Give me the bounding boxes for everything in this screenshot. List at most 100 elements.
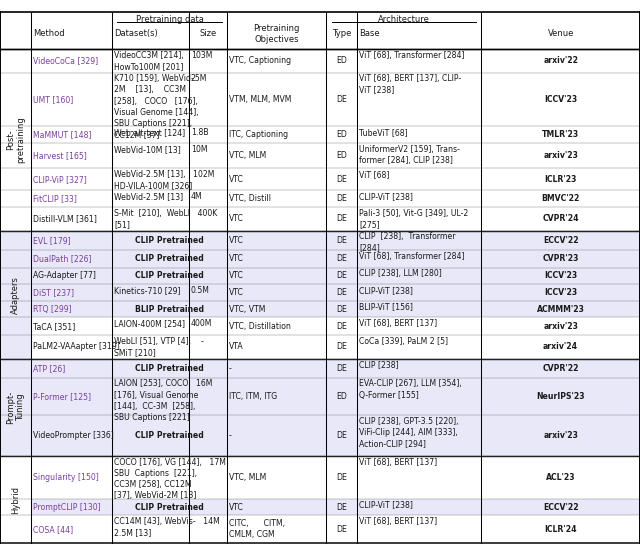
Text: VTC: VTC: [229, 254, 244, 263]
Text: ED: ED: [337, 56, 347, 66]
Text: Pretraining data: Pretraining data: [136, 15, 204, 23]
Bar: [31, 250, 640, 268]
Bar: [31, 456, 640, 499]
Text: CLIP Pretrained: CLIP Pretrained: [135, 254, 204, 263]
Bar: [31, 207, 640, 230]
Text: DualPath [226]: DualPath [226]: [33, 254, 91, 263]
Text: FitCLIP [33]: FitCLIP [33]: [33, 194, 77, 203]
Text: BMVC'22: BMVC'22: [541, 194, 580, 203]
Text: VTC: VTC: [229, 175, 244, 184]
Text: DE: DE: [337, 175, 347, 184]
Text: PaLM2-VAAapter [319]: PaLM2-VAAapter [319]: [33, 342, 120, 351]
Text: VTC: VTC: [229, 215, 244, 223]
Text: 1.8B: 1.8B: [191, 128, 209, 137]
Text: ED: ED: [337, 130, 347, 139]
Text: UniformerV2 [159], Trans-
former [284], CLIP [238]: UniformerV2 [159], Trans- former [284], …: [359, 145, 460, 165]
Text: DE: DE: [337, 236, 347, 245]
Text: -: -: [229, 431, 232, 440]
Text: DE: DE: [337, 271, 347, 280]
Text: arxiv'23: arxiv'23: [543, 431, 578, 440]
Text: Base: Base: [359, 29, 380, 38]
Text: CVPR'22: CVPR'22: [542, 364, 579, 373]
Text: COCO [176], VG [144],   17M
SBU  Captions  [221],
CC3M [258], CC12M
[37], WebVid: COCO [176], VG [144], 17M SBU Captions […: [114, 458, 226, 500]
Text: VTC: VTC: [229, 288, 244, 297]
Text: ITC, ITM, ITG: ITC, ITM, ITG: [229, 392, 277, 401]
Text: ViT [68], BERT [137]: ViT [68], BERT [137]: [359, 458, 437, 467]
Text: DE: DE: [337, 215, 347, 223]
Text: LAION-400M [254]: LAION-400M [254]: [114, 319, 185, 328]
Text: DE: DE: [337, 305, 347, 313]
Bar: [31, 515, 640, 543]
Text: CITC,      CITM,
CMLM, CGM: CITC, CITM, CMLM, CGM: [229, 519, 285, 539]
Text: ViT [68], Transformer [284]: ViT [68], Transformer [284]: [359, 51, 465, 60]
Text: VTC, Distill: VTC, Distill: [229, 194, 271, 203]
Text: ECCV'22: ECCV'22: [543, 236, 579, 245]
Text: S-Mit  [210],  WebLI   400K
[51]: S-Mit [210], WebLI 400K [51]: [114, 209, 217, 229]
Text: BLIP-ViT [156]: BLIP-ViT [156]: [359, 302, 413, 311]
Text: DE: DE: [337, 254, 347, 263]
Text: CLIP Pretrained: CLIP Pretrained: [135, 236, 204, 245]
Text: VTC: VTC: [229, 236, 244, 245]
Text: arxiv'23: arxiv'23: [543, 151, 578, 160]
Text: Post-
pretraining: Post- pretraining: [6, 116, 25, 163]
Bar: [31, 49, 640, 73]
Text: AG-Adapter [77]: AG-Adapter [77]: [33, 271, 95, 280]
Text: VTC: VTC: [229, 271, 244, 280]
Text: ViT [68], BERT [137]: ViT [68], BERT [137]: [359, 319, 437, 328]
Text: Adapters: Adapters: [11, 276, 20, 313]
Text: BLIP Pretrained: BLIP Pretrained: [135, 305, 204, 313]
Text: WebLI [51], VTP [4],    -
SMiT [210]: WebLI [51], VTP [4], - SMiT [210]: [114, 337, 204, 357]
Text: ICLR'24: ICLR'24: [545, 525, 577, 534]
Text: P-Former [125]: P-Former [125]: [33, 392, 91, 401]
Text: DE: DE: [337, 342, 347, 351]
Text: VTC, VTM: VTC, VTM: [229, 305, 266, 313]
Text: 0.5M: 0.5M: [191, 286, 209, 295]
Text: WebVid-2.5M [13],   102M
HD-VILA-100M [326]: WebVid-2.5M [13], 102M HD-VILA-100M [326…: [114, 170, 214, 189]
Text: EVA-CLIP [267], LLM [354],
Q-Former [155]: EVA-CLIP [267], LLM [354], Q-Former [155…: [359, 379, 462, 400]
Text: TaCA [351]: TaCA [351]: [33, 322, 75, 331]
Text: ICCV'23: ICCV'23: [544, 271, 577, 280]
Text: COSA [44]: COSA [44]: [33, 525, 73, 534]
Text: RTQ [299]: RTQ [299]: [33, 305, 71, 313]
Text: CLIP-ViT [238]: CLIP-ViT [238]: [359, 286, 413, 295]
Text: VTC, MLM: VTC, MLM: [229, 151, 266, 160]
Text: Kinetics-710 [29]: Kinetics-710 [29]: [114, 286, 180, 295]
Bar: [31, 230, 640, 250]
Text: DE: DE: [337, 322, 347, 331]
Text: VTC: VTC: [229, 503, 244, 512]
Text: DE: DE: [337, 194, 347, 203]
Text: arxiv'24: arxiv'24: [543, 342, 578, 351]
Text: Pretraining: Pretraining: [253, 24, 300, 33]
Text: ECCV'22: ECCV'22: [543, 503, 579, 512]
Text: ViT [68]: ViT [68]: [359, 170, 389, 179]
Text: MaMMUT [148]: MaMMUT [148]: [33, 130, 91, 139]
Bar: [0, 230, 640, 359]
Text: VideoPrompter [336]: VideoPrompter [336]: [33, 431, 113, 440]
Text: arxiv'22: arxiv'22: [543, 56, 578, 66]
Text: DE: DE: [337, 95, 347, 104]
Text: WebVid-10M [13]: WebVid-10M [13]: [114, 145, 180, 154]
Text: VideoCoCa [329]: VideoCoCa [329]: [33, 56, 98, 66]
Bar: [31, 378, 640, 416]
Text: DE: DE: [337, 525, 347, 534]
Text: VTA: VTA: [229, 342, 244, 351]
Text: TubeViT [68]: TubeViT [68]: [359, 128, 408, 137]
Bar: [31, 301, 640, 317]
Text: CLIP [238], LLM [280]: CLIP [238], LLM [280]: [359, 269, 442, 278]
Text: ICCV'23: ICCV'23: [544, 288, 577, 297]
Text: PromptCLIP [130]: PromptCLIP [130]: [33, 503, 100, 512]
Text: CLIP-ViT [238]: CLIP-ViT [238]: [359, 501, 413, 509]
Text: CLIP-ViT [238]: CLIP-ViT [238]: [359, 192, 413, 201]
Text: Venue: Venue: [547, 29, 574, 38]
Text: Distill-VLM [361]: Distill-VLM [361]: [33, 215, 97, 223]
Text: ViT [68], BERT [137], CLIP-
ViT [238]: ViT [68], BERT [137], CLIP- ViT [238]: [359, 74, 461, 94]
Text: 4M: 4M: [191, 192, 202, 201]
Text: VideoCC3M [214],
HowTo100M [201]: VideoCC3M [214], HowTo100M [201]: [114, 51, 184, 71]
Text: CLIP-ViP [327]: CLIP-ViP [327]: [33, 175, 86, 184]
Text: Prompt-
Tuning: Prompt- Tuning: [6, 391, 25, 424]
Bar: [31, 335, 640, 359]
Text: VTC, Captioning: VTC, Captioning: [229, 56, 291, 66]
Text: arxiv'23: arxiv'23: [543, 322, 578, 331]
Text: DE: DE: [337, 503, 347, 512]
Text: Singularity [150]: Singularity [150]: [33, 473, 99, 482]
